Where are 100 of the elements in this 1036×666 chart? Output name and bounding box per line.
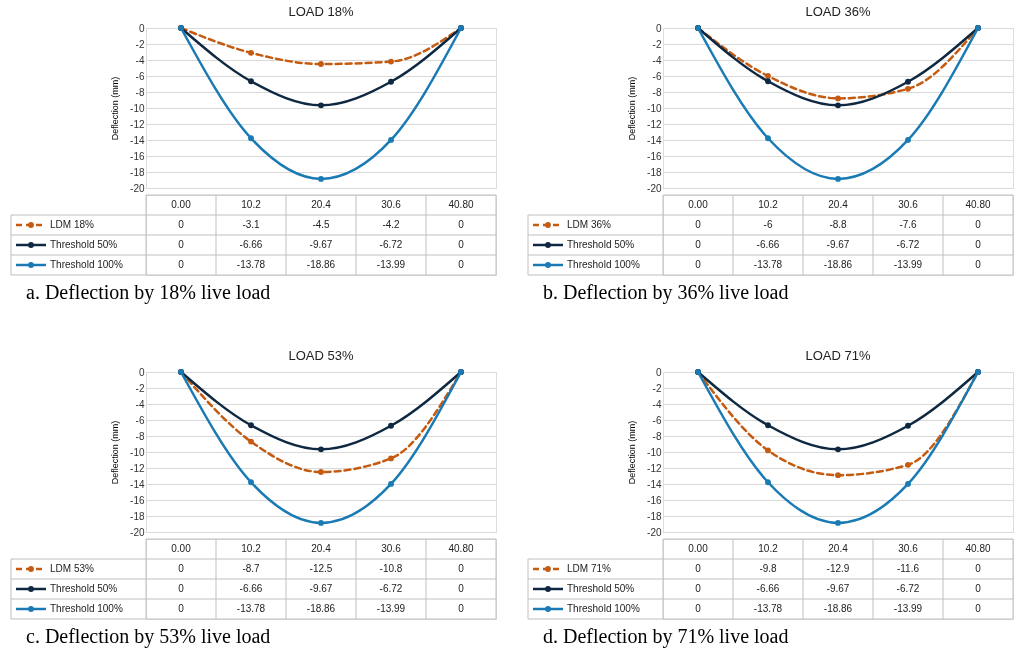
point <box>905 461 911 468</box>
data-label: -13.78 <box>236 603 266 614</box>
y-tick-label: -12 <box>647 118 662 130</box>
data-label: -6.66 <box>756 239 780 250</box>
data-label: 0 <box>458 219 465 230</box>
point <box>388 455 394 462</box>
point <box>248 422 254 429</box>
data-label: 0 <box>975 603 982 614</box>
y-tick-label: -10 <box>647 446 662 458</box>
point <box>905 137 911 143</box>
point <box>765 78 771 85</box>
point <box>318 446 324 453</box>
y-tick-label: -6 <box>652 70 662 82</box>
data-label: -6.66 <box>756 583 780 594</box>
legend-label: LDM 71% <box>567 563 612 574</box>
y-tick-label: -12 <box>130 462 145 474</box>
data-label: 0 <box>975 239 982 250</box>
point <box>765 422 771 429</box>
point <box>318 61 324 67</box>
data-label: 0 <box>695 583 702 594</box>
data-label: -9.67 <box>826 583 850 594</box>
point <box>248 78 254 85</box>
chart-title: LOAD 18% <box>288 4 354 19</box>
data-label: -13.78 <box>236 259 266 270</box>
data-label: 0 <box>178 583 185 594</box>
y-tick-label: -14 <box>130 134 145 146</box>
data-label: -6.66 <box>239 239 263 250</box>
data-label: -9.67 <box>309 239 333 250</box>
point <box>388 422 394 429</box>
data-label: -9.67 <box>309 583 333 594</box>
y-tick-label: -20 <box>130 182 145 194</box>
y-tick-label: -12 <box>130 118 145 130</box>
x-tick-label: 20.4 <box>311 543 332 554</box>
x-tick-label: 20.4 <box>311 199 332 210</box>
y-tick-label: -8 <box>135 86 145 98</box>
x-tick-label: 20.4 <box>828 199 849 210</box>
data-label: -9.8 <box>759 563 778 574</box>
data-label: -10.8 <box>379 563 403 574</box>
point <box>835 175 841 182</box>
data-label: -12.5 <box>309 563 333 574</box>
x-tick-label: 0.00 <box>171 543 192 554</box>
y-tick-label: -4 <box>135 398 145 410</box>
point <box>248 135 254 142</box>
data-label: 0 <box>975 583 982 594</box>
point <box>765 447 771 454</box>
y-tick-label: -20 <box>130 526 145 538</box>
x-tick-label: 10.2 <box>758 199 779 210</box>
y-tick-label: -16 <box>647 150 662 162</box>
y-tick-label: -4 <box>652 54 662 66</box>
point <box>388 58 394 65</box>
y-tick-label: 0 <box>138 22 145 34</box>
data-label: -8.8 <box>829 219 848 230</box>
point <box>905 422 911 429</box>
data-label: -13.78 <box>753 259 783 270</box>
data-label: -3.1 <box>242 219 261 230</box>
x-tick-label: 20.4 <box>828 543 849 554</box>
data-label: 0 <box>975 259 982 270</box>
data-label: -9.67 <box>826 239 850 250</box>
data-label: -6.66 <box>239 583 263 594</box>
legend-label: LDM 18% <box>50 219 95 230</box>
x-tick-label: 30.6 <box>898 543 919 554</box>
y-tick-label: -4 <box>652 398 662 410</box>
data-label: -6.72 <box>379 583 403 594</box>
data-label: -11.6 <box>896 563 920 574</box>
point <box>765 135 771 142</box>
y-axis-title: Deflection (mm) <box>110 76 121 141</box>
data-label: 0 <box>458 239 465 250</box>
legend-label: Threshold 100% <box>567 259 640 270</box>
point <box>248 49 254 56</box>
data-label: 0 <box>695 259 702 270</box>
point <box>388 78 394 85</box>
y-tick-label: -18 <box>647 166 662 178</box>
data-label: -18.86 <box>823 259 853 270</box>
point <box>318 519 324 526</box>
point <box>248 438 254 445</box>
point <box>835 519 841 526</box>
point <box>388 481 394 487</box>
y-tick-label: -6 <box>135 414 145 426</box>
data-label: 0 <box>695 239 702 250</box>
data-label: 0 <box>178 563 185 574</box>
point <box>835 446 841 453</box>
y-tick-label: -18 <box>647 510 662 522</box>
data-label: -13.99 <box>376 259 406 270</box>
x-tick-label: 30.6 <box>381 199 402 210</box>
y-axis-title: Deflection (mm) <box>110 420 121 485</box>
legend-label: Threshold 50% <box>50 583 118 594</box>
point <box>835 102 841 109</box>
point <box>835 95 841 102</box>
data-label: 0 <box>458 259 465 270</box>
x-tick-label: 40.80 <box>448 199 474 210</box>
data-label: -6.72 <box>896 583 920 594</box>
point <box>318 102 324 109</box>
data-label: 0 <box>975 219 982 230</box>
point <box>318 175 324 182</box>
y-tick-label: -8 <box>652 86 662 98</box>
legend-label: Threshold 50% <box>50 239 118 250</box>
data-label: 0 <box>178 603 185 614</box>
y-tick-label: -6 <box>135 70 145 82</box>
data-label: 0 <box>178 239 185 250</box>
y-tick-label: 0 <box>655 366 662 378</box>
